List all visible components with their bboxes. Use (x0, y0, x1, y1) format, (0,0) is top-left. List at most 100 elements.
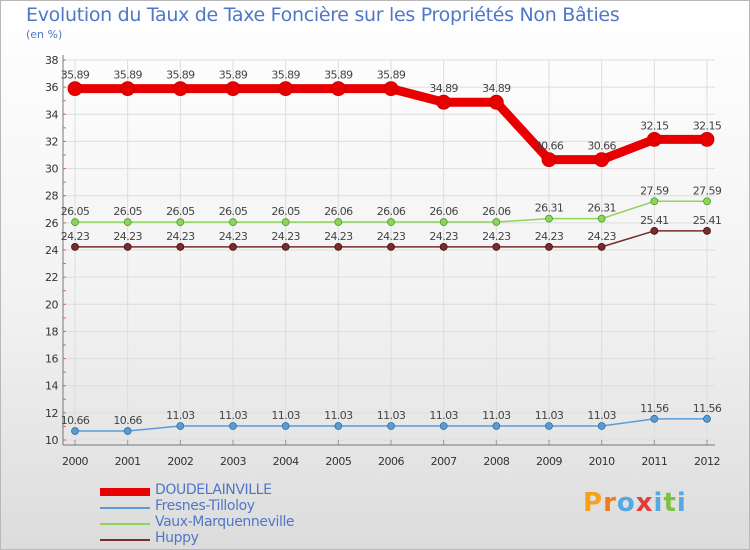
x-tick-label: 2004 (273, 455, 299, 468)
data-label: 26.05 (113, 205, 142, 218)
data-point (439, 422, 448, 430)
data-label: 11.03 (219, 409, 248, 422)
data-label: 35.89 (113, 69, 142, 82)
data-point (492, 218, 501, 226)
x-tick-label: 2000 (62, 455, 88, 468)
x-tick-label: 2003 (220, 455, 246, 468)
logo-letter: P (583, 488, 604, 518)
y-tick-label: 16 (45, 353, 58, 366)
y-tick-label: 24 (45, 244, 58, 257)
line-chart: 10 12 14 16 18 20 22 24 26 28 30 32 34 36 38 2000 2001 20… (45, 54, 722, 468)
data-point (545, 242, 553, 251)
data-point (229, 422, 237, 430)
data-label: 24.23 (429, 230, 458, 243)
data-point (492, 422, 501, 430)
data-label: 24.23 (535, 230, 564, 243)
data-label: 26.05 (166, 205, 195, 218)
data-point (703, 414, 711, 423)
legend-label: Huppy (155, 530, 199, 546)
x-tick-label: 2002 (167, 455, 193, 468)
data-label: 32.15 (640, 119, 669, 132)
data-point (597, 422, 606, 430)
data-label: 26.05 (61, 205, 90, 218)
data-label: 10.66 (61, 414, 90, 427)
data-point (176, 218, 185, 227)
data-label: 34.89 (482, 82, 511, 95)
data-point (278, 81, 294, 97)
legend-swatch (100, 488, 150, 496)
data-point (387, 218, 395, 226)
data-label: 35.89 (61, 69, 90, 82)
logo-letter: o (616, 488, 636, 518)
data-label: 35.89 (219, 69, 248, 82)
data-point (123, 218, 132, 227)
data-label: 11.03 (166, 409, 195, 422)
legend-label: Fresnes-Tilloloy (155, 498, 255, 514)
data-label: 27.59 (693, 184, 722, 197)
data-label: 11.03 (429, 409, 458, 422)
logo-letter: x (635, 488, 654, 518)
legend-label: DOUDELAINVILLE (155, 482, 272, 498)
chart-subtitle: (en %) (26, 28, 63, 41)
data-point (123, 242, 132, 251)
data-label: 24.23 (587, 230, 616, 243)
data-point (71, 427, 79, 435)
data-label: 11.56 (640, 402, 669, 415)
data-point (387, 242, 395, 251)
data-point (699, 131, 715, 147)
data-point (439, 242, 448, 251)
x-tick-label: 2009 (536, 455, 562, 468)
data-point (281, 218, 290, 227)
data-point (67, 81, 83, 97)
data-label: 26.31 (535, 202, 564, 215)
y-tick-label: 36 (45, 81, 58, 94)
data-point (120, 81, 136, 97)
data-point (334, 218, 343, 226)
data-point (439, 218, 448, 226)
data-label: 32.15 (693, 119, 722, 132)
y-tick-label: 32 (45, 135, 58, 148)
data-label: 24.23 (324, 230, 353, 243)
data-point (71, 218, 79, 227)
x-tick-label: 2008 (483, 455, 509, 468)
y-tick-label: 26 (45, 217, 58, 230)
legend-swatch (100, 507, 150, 509)
data-label: 11.56 (693, 402, 722, 415)
y-tick-label: 10 (45, 434, 58, 447)
data-label: 27.59 (640, 184, 669, 197)
data-point (229, 218, 237, 227)
data-label: 25.41 (693, 214, 722, 227)
data-point (387, 422, 395, 430)
data-point (545, 422, 553, 430)
y-tick-label: 14 (45, 380, 58, 393)
data-label: 34.89 (429, 82, 458, 95)
logo-letter: t (663, 488, 677, 518)
data-label: 11.03 (324, 409, 353, 422)
data-label: 26.06 (324, 205, 353, 218)
data-label: 26.31 (587, 202, 616, 215)
data-label: 24.23 (482, 230, 511, 243)
logo-letter: i (676, 488, 687, 518)
data-label: 10.66 (113, 414, 142, 427)
x-tick-label: 2001 (115, 455, 141, 468)
data-point (650, 226, 659, 235)
data-label: 35.89 (166, 69, 195, 82)
data-label: 25.41 (640, 214, 669, 227)
data-point (281, 242, 290, 251)
data-point (330, 81, 346, 97)
data-label: 11.03 (482, 409, 511, 422)
data-label: 26.05 (271, 205, 300, 218)
data-label: 26.05 (219, 205, 248, 218)
data-label: 24.23 (377, 230, 406, 243)
y-tick-label: 12 (45, 407, 58, 420)
logo-letter: i (653, 488, 664, 518)
data-point (488, 94, 504, 110)
data-point (229, 242, 237, 251)
data-label: 11.03 (535, 409, 564, 422)
data-label: 35.89 (324, 69, 353, 82)
y-tick-label: 18 (45, 325, 58, 338)
data-point (594, 152, 610, 168)
data-label: 24.23 (166, 230, 195, 243)
x-tick-label: 2011 (641, 455, 667, 468)
data-point (334, 242, 343, 251)
